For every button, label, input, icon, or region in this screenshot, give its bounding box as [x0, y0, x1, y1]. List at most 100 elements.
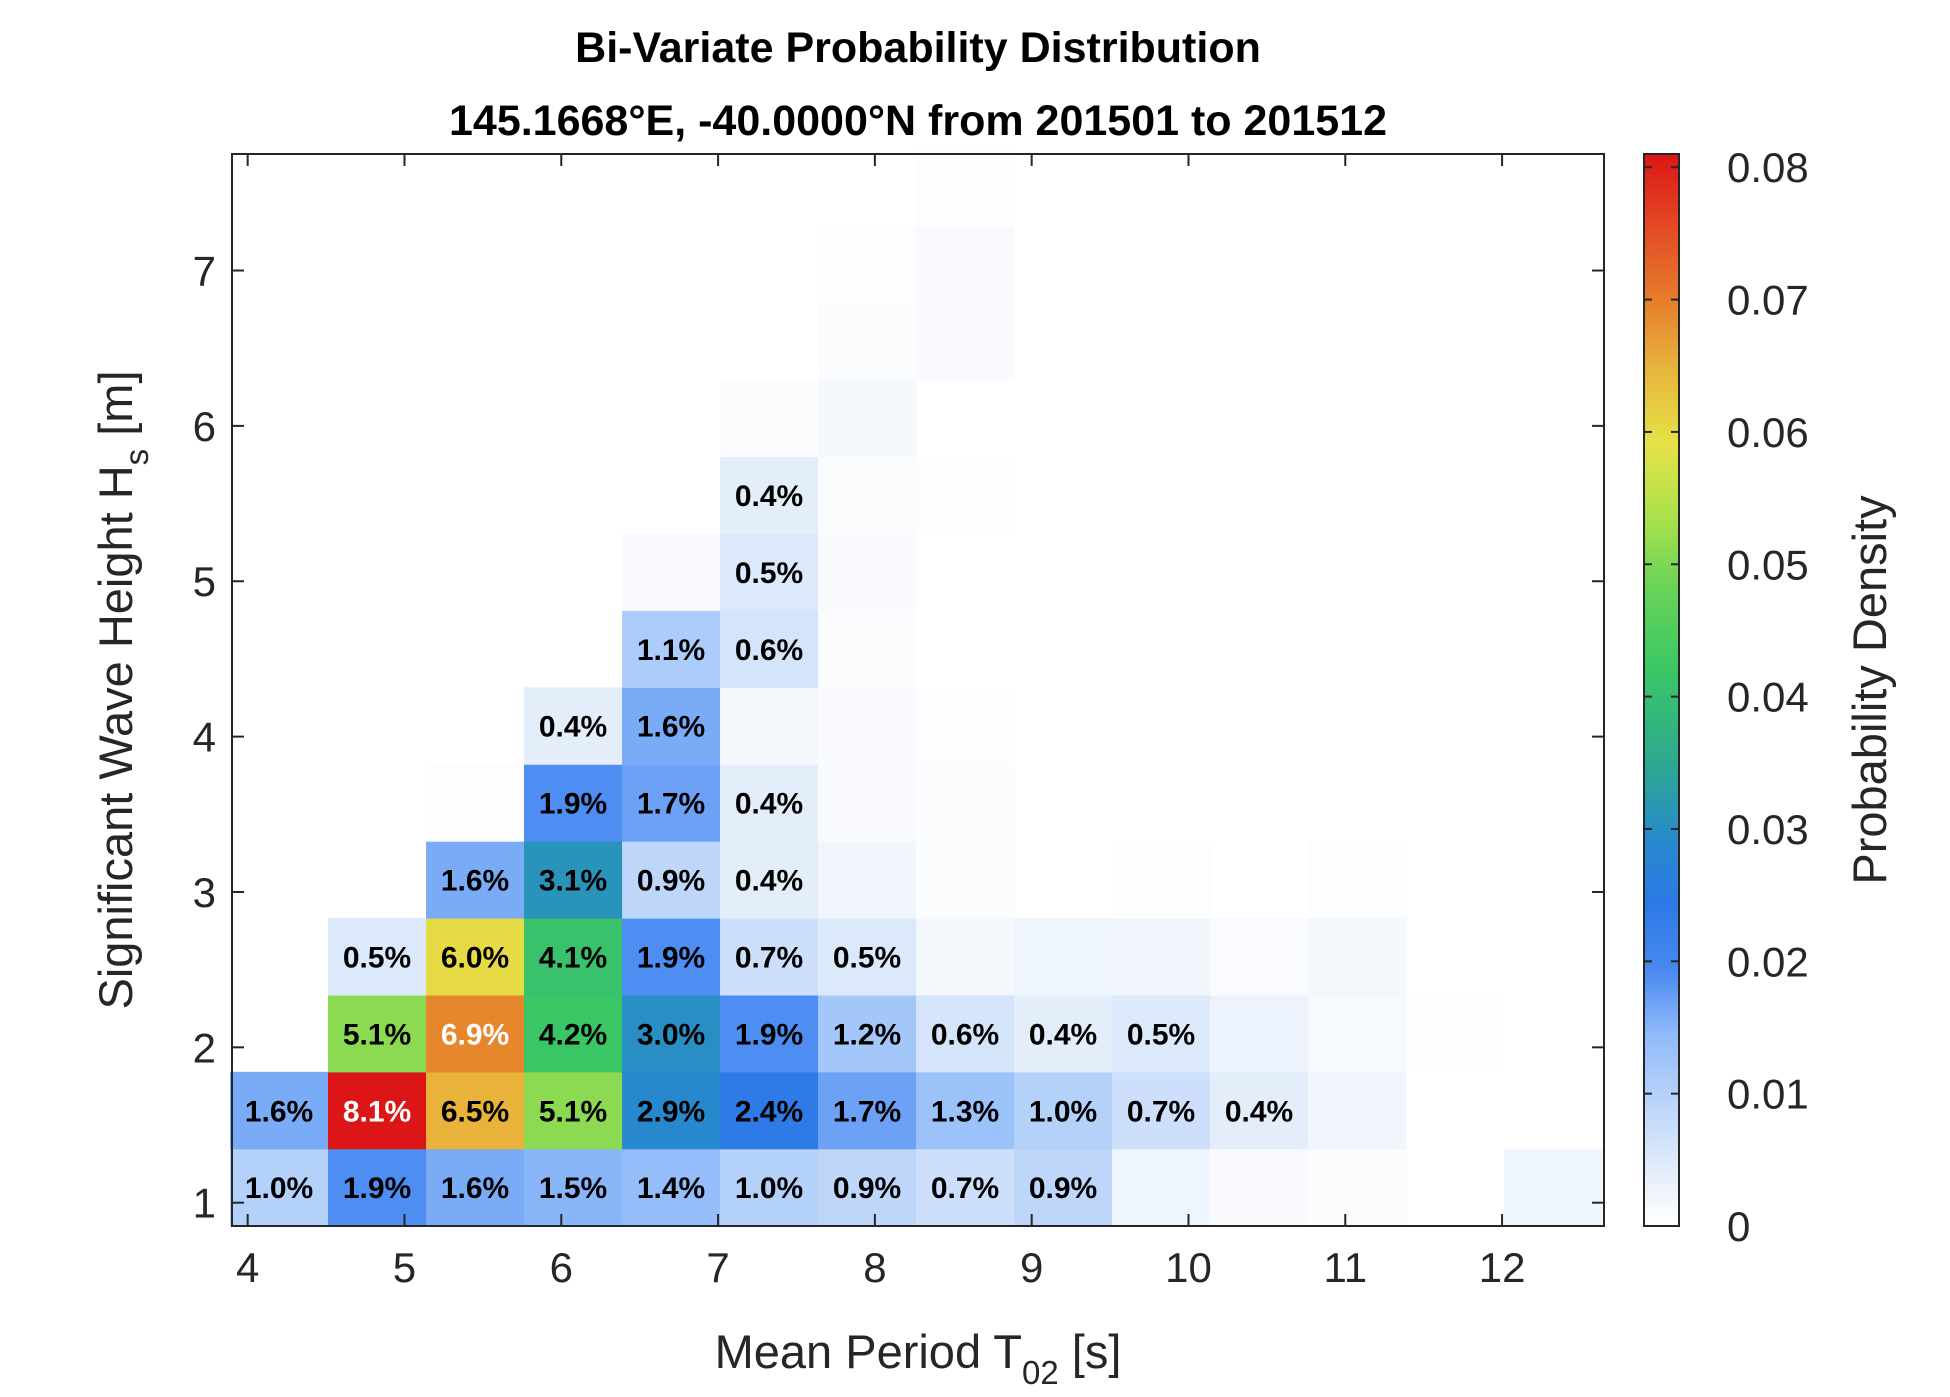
- heatmap-cell-label: 1.3%: [931, 1095, 999, 1128]
- heatmap-cell-label: 5.1%: [343, 1018, 411, 1051]
- heatmap-cell: [818, 687, 917, 765]
- heatmap-cell-label: 6.9%: [441, 1018, 509, 1051]
- heatmap-cell: [916, 687, 1015, 765]
- heatmap-cell: [720, 1071, 819, 1150]
- heatmap-cell-label: 1.9%: [735, 1018, 803, 1051]
- heatmap-cell-label: 1.6%: [441, 1172, 509, 1205]
- heatmap-cell: [1308, 994, 1407, 1073]
- colorbar-tick-label: 0.01: [1727, 1071, 1809, 1118]
- heatmap-cell: [916, 1071, 1015, 1150]
- heatmap-cell-label: 0.7%: [735, 941, 803, 974]
- colorbar-tick-label: 0.07: [1727, 277, 1809, 324]
- heatmap-cell: [1210, 1071, 1309, 1150]
- heatmap-cell-label: 0.4%: [539, 711, 607, 744]
- x-tick-label: 12: [1479, 1244, 1526, 1291]
- heatmap-cell: [622, 1148, 721, 1227]
- heatmap-cell-label: 2.9%: [637, 1095, 705, 1128]
- heatmap-cell: [818, 1071, 917, 1150]
- heatmap-cell: [1308, 841, 1407, 919]
- y-axis-label-subscript: s: [118, 449, 155, 466]
- heatmap-cell-label: 1.6%: [441, 865, 509, 898]
- heatmap-cell: [818, 610, 917, 688]
- heatmap-cell-label: 1.6%: [637, 711, 705, 744]
- heatmap-cell: [524, 764, 623, 842]
- heatmap-cell: [524, 1071, 623, 1150]
- heatmap-cell: [720, 841, 819, 919]
- plot-area: 1.0% 1.9% 1.6% 1.5% 1.4% 1.0% 0.9% 0.7% 0.9% 1.6%…: [193, 148, 1605, 1291]
- heatmap-cell: [426, 841, 525, 919]
- heatmap-cell-label: 1.1%: [637, 634, 705, 667]
- heatmap-cell: [328, 994, 427, 1073]
- heatmap-cell-labels: 1.0% 1.9% 1.6% 1.5% 1.4% 1.0% 0.9% 0.7% 0.9% 1.6%…: [245, 480, 1293, 1205]
- heatmap-cell: [720, 533, 819, 611]
- heatmap-cell-label: 0.9%: [637, 865, 705, 898]
- heatmap-cell-label: 0.7%: [931, 1172, 999, 1205]
- heatmap-cell: [1112, 1148, 1211, 1227]
- heatmap-cell: [622, 610, 721, 688]
- heatmap-cell-label: 0.5%: [1127, 1018, 1195, 1051]
- heatmap-cell: [720, 379, 819, 458]
- y-tick-label: 6: [193, 403, 216, 450]
- heatmap-cell: [1112, 841, 1211, 919]
- heatmap-cell-label: 0.9%: [833, 1172, 901, 1205]
- plot-frame: [231, 153, 1605, 1227]
- heatmap-cell: [916, 456, 1015, 535]
- heatmap-cell: [818, 379, 917, 458]
- heatmap-cell: [720, 456, 819, 535]
- heatmap-cell-label: 1.7%: [833, 1095, 901, 1128]
- heatmap-cell: [916, 841, 1015, 919]
- heatmap-cell: [1308, 1071, 1407, 1150]
- heatmap-cell: [622, 687, 721, 765]
- heatmap-cell: [524, 994, 623, 1073]
- x-axis-label: Mean Period T02 [s]: [715, 1325, 1122, 1391]
- heatmap-cell-label: 1.2%: [833, 1018, 901, 1051]
- heatmap-cell-label: 1.7%: [637, 788, 705, 821]
- heatmap-cell: [230, 1148, 329, 1227]
- x-axis: 4 5 6 7 8 9 10 11 12: [236, 154, 1525, 1291]
- heatmap-cell: [818, 533, 917, 611]
- heatmap-cell-label: 1.0%: [245, 1172, 313, 1205]
- heatmap-cell-label: 1.9%: [539, 788, 607, 821]
- heatmap-cell: [328, 1148, 427, 1227]
- colorbar-tick-label: 0: [1727, 1203, 1750, 1250]
- y-tick-label: 3: [193, 869, 216, 916]
- y-axis-label: Significant Wave Height Hs [m]: [89, 370, 155, 1009]
- heatmap-cell: [1014, 994, 1113, 1073]
- heatmap-cell: [1308, 917, 1407, 996]
- x-axis-label-subscript: 02: [1022, 1354, 1059, 1391]
- heatmap-cell: [328, 1071, 427, 1150]
- y-axis-label-unit: [m]: [89, 370, 142, 448]
- colorbar-tick-label: 0.08: [1727, 144, 1809, 191]
- heatmap-cell-label: 0.6%: [735, 634, 803, 667]
- y-tick-label: 4: [193, 714, 216, 761]
- heatmap-cell: [720, 687, 819, 765]
- heatmap-cell: [916, 994, 1015, 1073]
- heatmap-cell-label: 3.0%: [637, 1018, 705, 1051]
- colorbar: 0 0.01 0.02 0.03 0.04 0.05 0.06 0.07 0.08 Probab…: [1643, 144, 1896, 1250]
- heatmap-cell-label: 0.4%: [735, 865, 803, 898]
- heatmap-cell: [230, 1071, 329, 1150]
- heatmap-cell: [916, 225, 1015, 304]
- heatmap-cell-label: 0.6%: [931, 1018, 999, 1051]
- heatmap-cell: [622, 841, 721, 919]
- heatmap-cell: [1308, 1148, 1407, 1227]
- heatmap-cell: [426, 1071, 525, 1150]
- heatmap-cell: [916, 148, 1015, 227]
- x-axis-label-unit: [s]: [1059, 1325, 1122, 1378]
- heatmap-cell: [524, 841, 623, 919]
- heatmap-cell-label: 0.4%: [735, 480, 803, 513]
- colorbar-label: Probability Density: [1843, 495, 1896, 885]
- heatmap-cell: [1504, 1148, 1603, 1227]
- x-tick-label: 9: [1020, 1244, 1043, 1291]
- heatmap-cell-label: 1.9%: [343, 1172, 411, 1205]
- y-tick-label: 5: [193, 558, 216, 605]
- colorbar-tick-label: 0.04: [1727, 674, 1809, 721]
- heatmap-cell: [720, 917, 819, 996]
- colorbar-tick-label: 0.02: [1727, 938, 1809, 985]
- heatmap-cell: [818, 302, 917, 381]
- heatmap-cell-label: 1.9%: [637, 941, 705, 974]
- heatmap-cell-label: 1.5%: [539, 1172, 607, 1205]
- chart-title-line2: 145.1668°E, -40.0000°N from 201501 to 20…: [449, 97, 1387, 145]
- heatmap-cell: [916, 302, 1015, 381]
- heatmap-cell-label: 4.2%: [539, 1018, 607, 1051]
